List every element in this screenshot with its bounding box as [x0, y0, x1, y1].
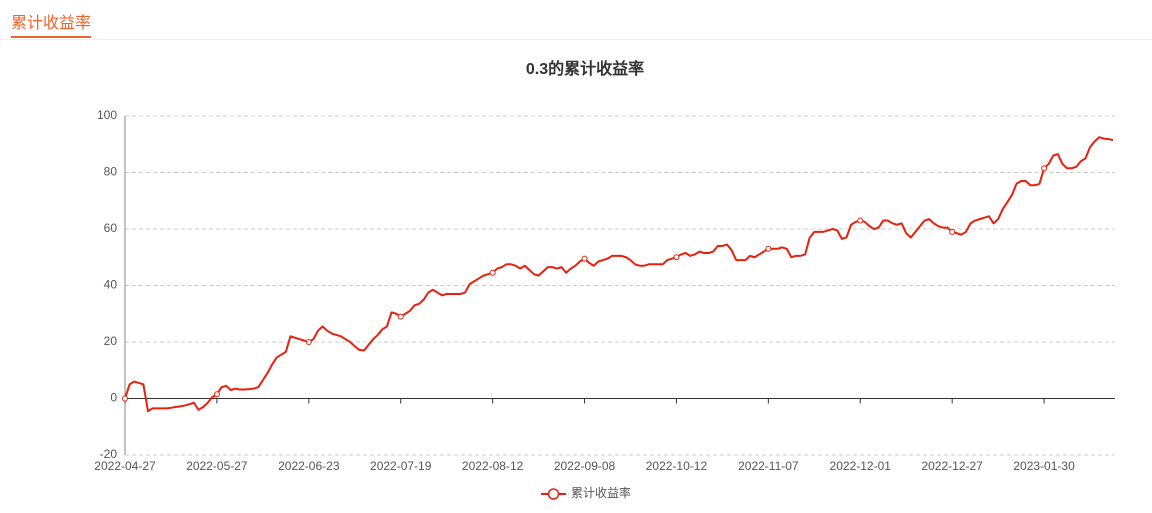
x-tick-label: 2022-06-23 [278, 459, 340, 473]
x-tick-label: 2022-09-08 [554, 459, 616, 473]
separator [0, 39, 1152, 40]
x-tick-label: 2023-01-30 [1013, 459, 1075, 473]
x-tick-label: 2022-10-12 [646, 459, 708, 473]
x-tick-label: 2022-05-27 [186, 459, 248, 473]
point [122, 395, 128, 402]
point [857, 217, 864, 224]
series-line [124, 136, 1114, 413]
y-tick-label: 100 [97, 108, 117, 122]
point [765, 245, 772, 252]
y-tick-label: 40 [104, 278, 118, 292]
chart-title: 0.3的累计收益率 [526, 59, 644, 78]
y-tick-label: 80 [104, 165, 118, 179]
point [581, 255, 588, 262]
legend-symbol [547, 488, 560, 500]
y-tick-label: -20 [100, 447, 118, 461]
x-tick-label: 2022-07-19 [370, 459, 432, 473]
point [213, 391, 220, 398]
x-tick-label: 2022-08-12 [462, 459, 524, 473]
point [949, 228, 956, 235]
x-tick-label: 2022-12-01 [830, 459, 892, 473]
y-tick-label: 20 [104, 334, 118, 348]
y-tick-label: 0 [110, 391, 117, 405]
y-tick-label: 60 [104, 221, 118, 235]
x-tick-label: 2022-12-27 [921, 459, 983, 473]
point [305, 339, 312, 345]
point [397, 313, 404, 320]
legend-label: 累计收益率 [571, 485, 631, 500]
point [489, 269, 496, 276]
tab[interactable]: 累计收益率 [11, 14, 92, 38]
point [1041, 165, 1048, 172]
x-tick-label: 2022-04-27 [94, 459, 156, 473]
x-tick-label: 2022-11-07 [738, 459, 799, 473]
point [673, 254, 680, 261]
